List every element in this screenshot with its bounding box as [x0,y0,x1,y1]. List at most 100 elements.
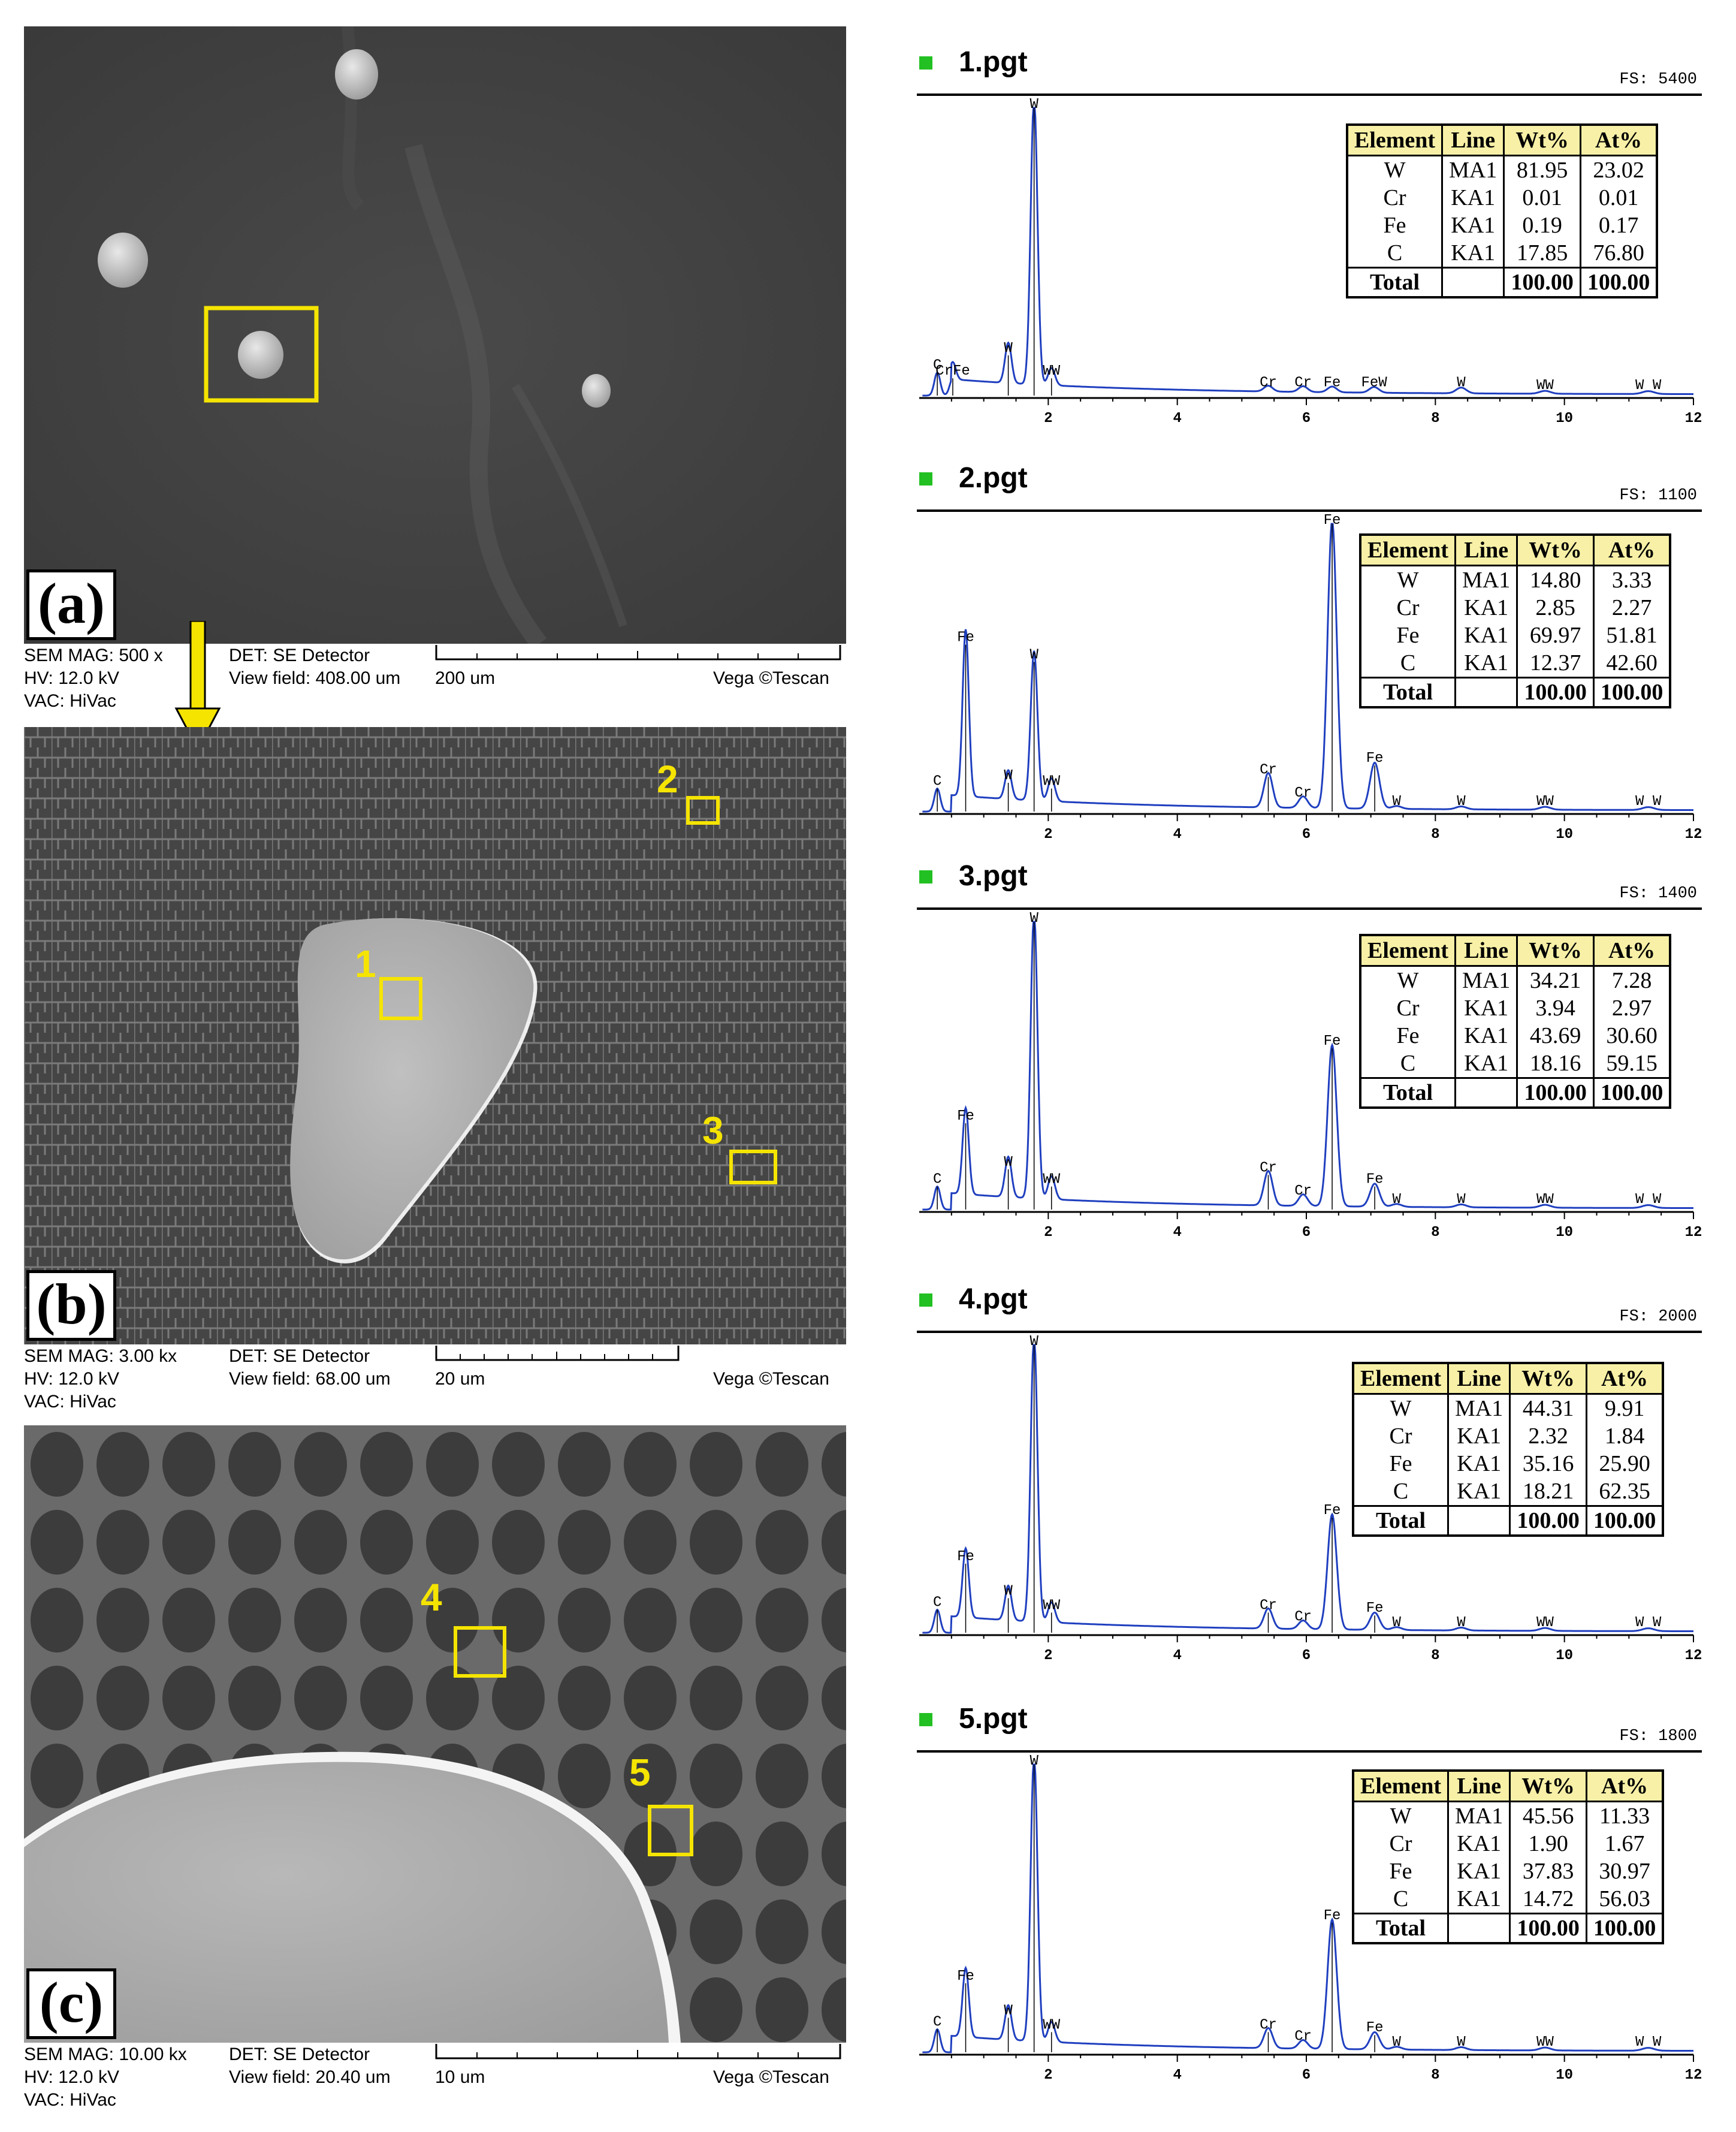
hv-b: HV: 12.0 kV [24,1369,119,1389]
roi-label-5: 5 [629,1751,651,1794]
table-cell: Total [1352,1913,1450,1943]
table-cell: C [1359,649,1457,678]
spectrum-line [922,523,1693,813]
table-total-row: Total 100.00 100.00 [1359,1077,1671,1108]
x-tick-label: 12 [1685,1225,1702,1241]
peak-label: Cr [1260,1597,1277,1614]
x-tick-label: 10 [1556,1225,1573,1241]
table-cell: 14.72 [1509,1885,1587,1914]
peak-label: W [1004,340,1013,357]
peak-label: WW [1536,1615,1554,1631]
table-cell [1454,1077,1518,1108]
table-cell: 2.32 [1509,1422,1587,1450]
table-header-row: Element Line Wt% At% [1352,1362,1664,1395]
scale-bar-b [435,1346,680,1361]
table-cell: W [1346,155,1444,184]
peak-label: Fe [1324,1503,1341,1519]
peak-label: WW [1536,2034,1554,2050]
peak-label: Cr [1294,785,1312,801]
x-tick-label: 2 [1044,827,1052,843]
x-tick-label: 8 [1431,827,1439,843]
peak-label: W [1029,97,1038,113]
panel-letter-b: (b) [26,1270,116,1341]
composition-table: Element Line Wt% At% W MA1 44.31 9.91 Cr KA1 2.32 1… [1352,1362,1665,1537]
peak-label: C [933,1172,941,1188]
table-cell: Cr [1359,994,1457,1022]
brand-b: Vega ©Tescan [713,1369,829,1389]
table-cell: Cr [1359,594,1457,622]
table-total-row: Total 100.00 100.00 [1359,677,1671,707]
vac-c: VAC: HiVac [24,2090,116,2110]
table-cell: 3.33 [1592,565,1671,594]
table-cell: 100.00 [1516,677,1595,707]
table-header-cell: Wt% [1509,1769,1587,1802]
sem-image-c: 4 5 (c) [24,1425,846,2043]
roi-box-3 [729,1150,777,1184]
table-header-row: Element Line Wt% At% [1346,123,1658,156]
x-tick-label: 6 [1302,2067,1311,2083]
particle-c [24,1762,669,2043]
roi-box-5 [648,1805,693,1856]
spectrum-line [922,1763,1693,2053]
table-cell: 1.67 [1585,1830,1664,1857]
x-tick-label: 8 [1431,1648,1439,1664]
det-b: DET: SE Detector [229,1346,370,1366]
sem-panel-a: (a) SEM MAG: 500 x HV: 12.0 kV VAC: HiVa… [24,26,846,711]
peak-label: W [1457,1615,1466,1631]
table-cell: 30.60 [1592,1022,1671,1050]
table-cell [1447,1913,1511,1943]
table-cell: Total [1352,1505,1450,1536]
table-header-cell: At% [1585,1362,1664,1395]
table-cell: KA1 [1454,594,1518,622]
peak-label: W [1029,1334,1038,1350]
roi-box-a [204,306,319,403]
table-row: Cr KA1 3.94 2.97 [1359,994,1671,1022]
x-tick-label: 6 [1302,827,1311,843]
table-cell: C [1346,239,1444,268]
table-row: Fe KA1 35.16 25.90 [1352,1450,1664,1477]
table-row: Fe KA1 43.69 30.60 [1359,1022,1671,1050]
scale-bar-c [435,2044,841,2059]
view-field-c: View field: 20.40 um [229,2067,391,2087]
x-tick-label: 2 [1044,411,1052,427]
x-tick-label: 6 [1302,1225,1311,1241]
sem-mag-a: SEM MAG: 500 x [24,646,163,665]
roi-box-2 [686,796,720,825]
particle-a3 [238,331,283,379]
peak-label: Cr [1260,2017,1277,2033]
roi-label-1: 1 [355,942,376,985]
table-header-cell: At% [1592,934,1671,967]
table-header-cell: Line [1454,533,1518,566]
table-row: W MA1 81.95 23.02 [1346,155,1658,184]
sem-mag-c: SEM MAG: 10.00 kx [24,2044,187,2064]
x-tick-label: 2 [1044,1225,1052,1241]
x-tick-label: 12 [1685,411,1702,427]
x-tick-label: 2 [1044,2067,1052,2083]
roi-label-2: 2 [657,758,678,801]
table-header-row: Element Line Wt% At% [1359,533,1671,566]
table-total-row: Total 100.00 100.00 [1346,267,1658,297]
table-cell: 100.00 [1592,1077,1671,1108]
eds-bullet [919,870,932,883]
table-cell: MA1 [1447,1801,1511,1830]
table-cell: Total [1359,1077,1457,1108]
table-cell: 9.91 [1585,1394,1664,1422]
table-row: C KA1 18.16 59.15 [1359,1050,1671,1078]
x-tick-label: 2 [1044,1648,1052,1664]
table-cell: 11.33 [1585,1801,1664,1830]
table-cell: 2.97 [1592,994,1671,1022]
peak-label: Fe [1366,1600,1384,1617]
peak-label: Cr [1294,1183,1312,1199]
x-tick-label: 12 [1685,827,1702,843]
peak-label: W [1393,1192,1402,1208]
brand-c: Vega ©Tescan [713,2067,829,2087]
table-cell: KA1 [1447,1422,1511,1450]
table-cell: MA1 [1441,155,1505,184]
table-header-cell: Wt% [1516,934,1595,967]
scale-bar-a [435,645,841,661]
roi-label-3: 3 [702,1109,724,1152]
